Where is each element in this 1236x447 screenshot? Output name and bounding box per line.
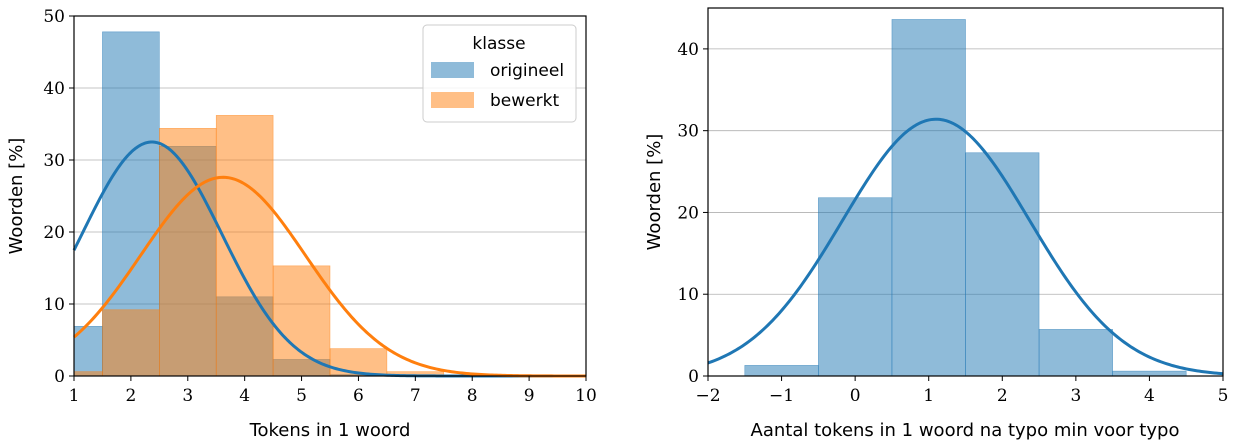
y-tick-label: 10: [43, 295, 65, 315]
y-tick-label: 30: [677, 122, 699, 142]
bar-bewerkt: [329, 348, 388, 377]
x-tick-label: 0: [850, 386, 861, 406]
x-tick-label: 6: [353, 386, 364, 406]
y-tick-label: 20: [43, 223, 65, 243]
bar-bewerkt: [159, 128, 217, 377]
y-tick-label: 0: [688, 367, 699, 387]
bar-verschil: [1112, 370, 1187, 377]
x-tick-label: 1: [69, 386, 80, 406]
x-tick-label: 2: [997, 386, 1008, 406]
bar-verschil: [1038, 329, 1113, 377]
y-tick-label: 40: [43, 79, 65, 99]
x-tick-label: 3: [182, 386, 193, 406]
right-y-axis-label: Woorden [%]: [644, 134, 665, 251]
left-y-axis-label: Woorden [%]: [6, 138, 27, 255]
density-curve-verschil: [707, 117, 1224, 376]
bar-verschil: [818, 197, 893, 377]
right-plot-frame: [707, 7, 1224, 377]
y-tick-label: 10: [677, 285, 699, 305]
x-tick-label: −2: [695, 386, 720, 406]
bar-verschil: [744, 365, 819, 377]
legend-swatch-bewerkt: [431, 92, 474, 108]
legend-title: klasse: [472, 34, 525, 54]
bar-verschil: [891, 19, 966, 377]
y-tick-label: 40: [677, 40, 699, 60]
x-tick-label: 1: [923, 386, 934, 406]
bar-bewerkt: [272, 265, 331, 377]
bar-bewerkt: [102, 309, 160, 377]
x-tick-label: 7: [410, 386, 421, 406]
bar-bewerkt: [215, 115, 274, 377]
x-tick-label: 2: [125, 386, 136, 406]
x-tick-label: 4: [1144, 386, 1155, 406]
y-tick-label: 0: [54, 367, 65, 387]
density-curve-bewerkt: [73, 175, 586, 378]
right-x-axis-label: Aantal tokens in 1 woord na typo min voo…: [751, 420, 1180, 441]
left-chart: 0 10 20 30 40 50 1 2 3 4 5 6 7 8 9 10 Tokens in 1 woord…: [6, 7, 597, 441]
left-plot-frame: [73, 15, 587, 377]
legend-label-origineel: origineel: [490, 61, 564, 81]
x-tick-label: 10: [575, 386, 597, 406]
bar-bewerkt: [73, 371, 103, 377]
y-tick-label: 30: [43, 151, 65, 171]
legend-label-bewerkt: bewerkt: [490, 91, 559, 111]
legend-swatch-origineel: [431, 62, 474, 78]
left-legend: klasse origineel bewerkt: [422, 24, 577, 123]
left-x-axis-label: Tokens in 1 woord: [249, 420, 411, 441]
x-tick-label: 9: [524, 386, 535, 406]
x-tick-label: 3: [1070, 386, 1081, 406]
x-tick-label: 4: [239, 386, 250, 406]
bar-verschil: [965, 152, 1040, 377]
x-tick-label: 5: [296, 386, 307, 406]
x-tick-label: 8: [467, 386, 478, 406]
x-tick-label: −1: [769, 386, 794, 406]
y-tick-label: 50: [43, 7, 65, 27]
y-tick-label: 20: [677, 203, 699, 223]
right-chart: 0 10 20 30 40 −2 −1 0 1 2 3 4 5 Aantal tokens in 1 w…: [644, 7, 1229, 441]
x-tick-label: 5: [1218, 386, 1229, 406]
